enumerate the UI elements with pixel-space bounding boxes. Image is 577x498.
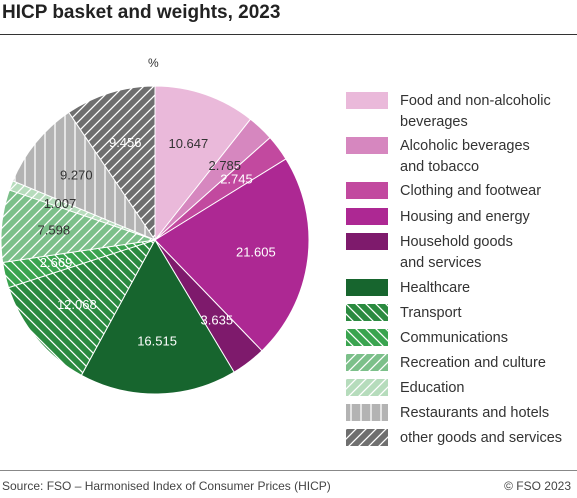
legend-label: Housing and energy <box>400 209 530 225</box>
slice-value-label: 9.456 <box>109 135 142 150</box>
source-note: Source: FSO – Harmonised Index of Consum… <box>2 479 331 493</box>
footer-divider <box>0 470 577 471</box>
chart-legend: Food and non-alcoholic beverages Alcoholic… <box>346 0 577 470</box>
legend-swatch <box>346 404 388 421</box>
legend-swatch <box>346 233 388 250</box>
slice-value-label: 3.635 <box>201 313 234 328</box>
legend-swatch <box>346 429 388 446</box>
pie-slice-food-and-non-alcoholic-beverages <box>154 85 252 242</box>
legend-swatch <box>346 137 388 154</box>
copyright-note: © FSO 2023 <box>504 479 571 493</box>
legend-label: Recreation and culture <box>400 355 546 371</box>
pie-slice-restaurants-and-hotels <box>12 111 157 242</box>
unit-label: % <box>148 56 159 70</box>
slice-value-label: 1.007 <box>44 196 77 211</box>
slice-value-label: 9.270 <box>60 168 93 183</box>
slice-value-label: 2.785 <box>208 158 241 173</box>
pie-slice-transport <box>7 239 157 376</box>
legend-label: Education <box>400 380 465 396</box>
legend-swatch <box>346 279 388 296</box>
legend-label: Food and non-alcoholic beverages <box>400 93 551 130</box>
legend-label: other goods and services <box>400 430 563 446</box>
legend-swatch <box>346 379 388 396</box>
slice-value-label: 12.068 <box>57 297 97 312</box>
pie-slice-healthcare <box>80 238 235 395</box>
legend-label: Healthcare <box>400 280 471 296</box>
slice-value-label: 2.669 <box>40 255 73 270</box>
slice-value-label: 2.745 <box>220 171 253 186</box>
legend-swatch <box>346 208 388 225</box>
pie-slice-other-goods-and-services <box>68 85 156 242</box>
slice-value-label: 16.515 <box>137 334 177 349</box>
slice-value-label: 7.598 <box>38 223 71 238</box>
legend-swatch <box>346 354 388 371</box>
legend-label: Restaurants and hotels <box>400 405 550 421</box>
legend-swatch <box>346 92 388 109</box>
slice-value-label: 10.647 <box>168 136 208 151</box>
legend-label: Transport <box>400 305 462 321</box>
legend-label: Clothing and footwear <box>400 183 542 199</box>
legend-swatch <box>346 329 388 346</box>
legend-label: Communications <box>400 330 508 346</box>
legend-label: Household goods and services <box>400 234 513 271</box>
legend-swatch <box>346 304 388 321</box>
legend-label: Alcoholic beverages and tobacco <box>400 138 530 175</box>
title-divider <box>0 34 577 35</box>
pie-slice-housing-and-energy <box>154 158 310 352</box>
chart-title: HICP basket and weights, 2023 <box>2 2 281 23</box>
legend-swatch <box>346 182 388 199</box>
slice-value-label: 21.605 <box>236 245 276 260</box>
